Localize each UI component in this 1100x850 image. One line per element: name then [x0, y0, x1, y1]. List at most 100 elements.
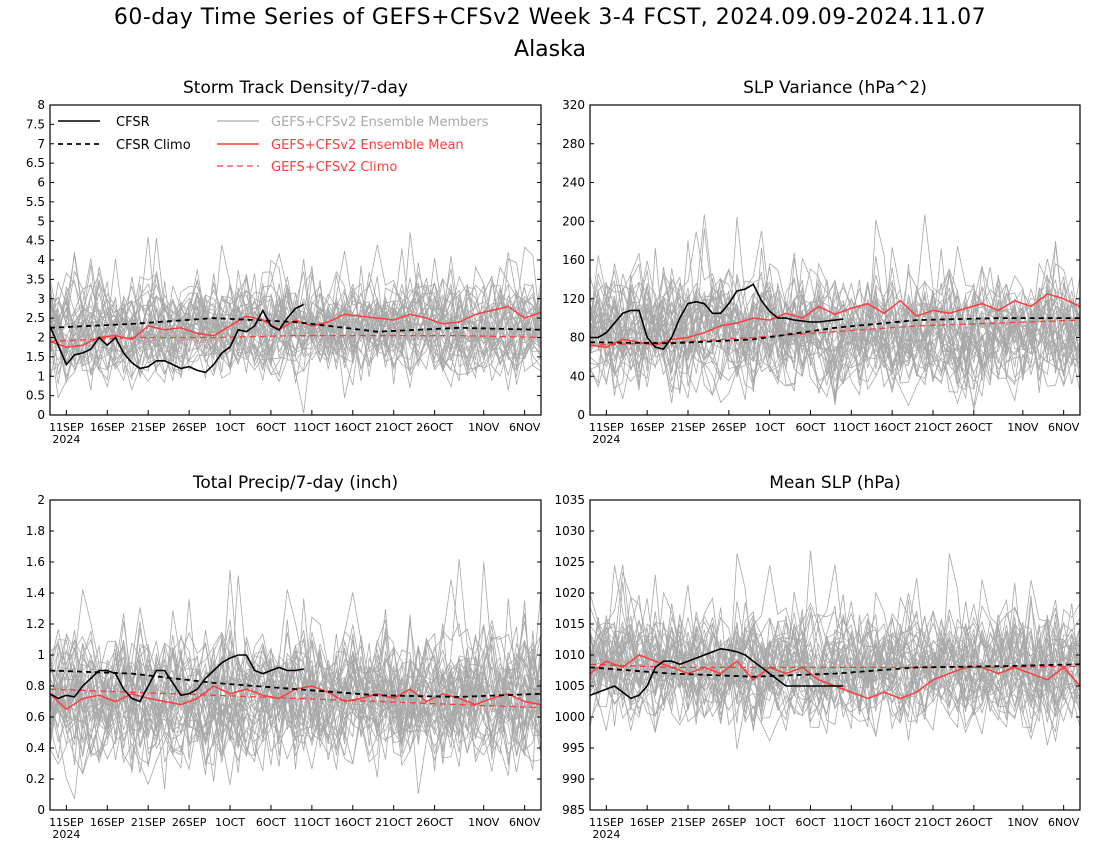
x-tick-label: 16SEP — [90, 421, 125, 434]
panel-title: Total Precip/7-day (inch) — [192, 473, 398, 493]
x-tick-label: 26OCT — [955, 421, 992, 434]
y-tick-label: 1005 — [554, 679, 585, 693]
x-tick-label: 21SEP — [131, 421, 166, 434]
x-tick-label: 21SEP — [671, 421, 706, 434]
x-tick-label: 16OCT — [874, 816, 911, 829]
x-tick-label: 1NOV — [1007, 421, 1039, 434]
ensemble-member-line — [50, 284, 541, 372]
y-tick-label: 0 — [37, 803, 45, 817]
x-year-label: 2024 — [52, 433, 80, 446]
ensemble-member-line — [590, 598, 1080, 743]
x-tick-label: 16OCT — [334, 421, 371, 434]
ensemble-member-line — [590, 273, 1080, 402]
chart-panel-1: Storm Track Density/7-day 0 0.5 1 1.5 2 2.5 3 3.… — [26, 78, 542, 446]
y-tick-label: 1.6 — [26, 555, 45, 569]
x-tick-label: 11OCT — [293, 816, 330, 829]
y-tick-label: 80 — [570, 331, 585, 345]
plot-frame — [589, 104, 1081, 416]
ensemble-member-line — [590, 553, 1080, 716]
ensemble-member-line — [590, 240, 1080, 387]
y-tick-label: 0.5 — [26, 389, 45, 403]
x-tick-label: 26OCT — [416, 421, 453, 434]
x-tick-label: 16OCT — [874, 421, 911, 434]
series-gefs-cfsv2-climo — [50, 334, 541, 343]
x-tick-label: 1OCT — [755, 421, 785, 434]
y-tick-label: 985 — [562, 803, 585, 817]
ensemble-member-line — [590, 262, 1080, 393]
series-cfsr — [50, 303, 305, 374]
y-tick-label: 1035 — [554, 493, 585, 507]
x-tick-label: 21OCT — [914, 421, 951, 434]
ensemble-member-line — [590, 262, 1080, 385]
y-tick-label: 7 — [37, 137, 45, 151]
y-tick-label: 1.2 — [26, 617, 45, 631]
x-tick-label: 1OCT — [215, 816, 245, 829]
ensemble-member-line — [590, 263, 1080, 388]
series-cfsr-climo — [590, 317, 1080, 345]
ensemble-member-line — [590, 231, 1080, 396]
series-cfsr — [590, 647, 844, 700]
y-tick-label: 0.8 — [26, 679, 45, 693]
x-tick-label: 11SEP — [589, 816, 624, 829]
x-tick-label: 26SEP — [172, 421, 207, 434]
x-tick-label: 21SEP — [131, 816, 166, 829]
series-cfsr-climo — [590, 663, 1080, 678]
y-tick-label: 5 — [37, 214, 45, 228]
chart-panel-3: Total Precip/7-day (inch)00.20.40.60.811… — [26, 473, 542, 841]
x-tick-label: 6NOV — [509, 816, 541, 829]
ensemble-member-line — [50, 589, 541, 765]
x-tick-label: 26SEP — [712, 816, 747, 829]
x-tick-label: 1OCT — [755, 816, 785, 829]
legend-label: CFSR — [116, 115, 150, 130]
figure-subtitle: Alaska — [514, 37, 586, 62]
chart-panel-2: SLP Variance (hPa^2) 0 40 80 120 160 200 240 280… — [562, 78, 1081, 446]
y-tick-label: 6.5 — [26, 156, 45, 170]
y-tick-label: 8 — [37, 98, 45, 112]
series-cfsr — [50, 654, 304, 703]
ensemble-member-line — [50, 620, 541, 785]
ensemble-member-line — [590, 595, 1080, 720]
series-cfsr-climo — [50, 317, 541, 333]
x-tick-label: 26SEP — [172, 816, 207, 829]
legend-label: GEFS+CFSv2 Climo — [271, 160, 397, 175]
ensemble-member-line — [590, 564, 1080, 729]
y-tick-label: 1.4 — [26, 586, 45, 600]
x-tick-label: 21OCT — [375, 816, 412, 829]
series-cfsr-climo — [50, 669, 541, 698]
ensemble-member-line — [50, 616, 541, 776]
ensemble-member-line — [590, 274, 1080, 390]
ensemble-member-line — [590, 247, 1080, 376]
panel-title: SLP Variance (hPa^2) — [743, 78, 927, 98]
y-tick-label: 0 — [577, 408, 585, 422]
legend-label: GEFS+CFSv2 Ensemble Members — [271, 115, 489, 130]
ensemble-member-line — [590, 611, 1080, 719]
x-tick-label: 6OCT — [795, 421, 825, 434]
ensemble-member-line — [50, 636, 541, 772]
x-tick-label: 11SEP — [589, 421, 624, 434]
y-tick-label: 2 — [37, 331, 45, 345]
x-year-label: 2024 — [592, 433, 620, 446]
ensemble-member-line — [50, 232, 541, 400]
y-tick-label: 0.4 — [26, 741, 45, 755]
y-tick-label: 1 — [37, 369, 45, 383]
ensemble-member-line — [590, 607, 1080, 734]
y-tick-label: 3.5 — [26, 272, 45, 286]
panel-title: Mean SLP (hPa) — [769, 473, 901, 493]
x-tick-label: 16SEP — [630, 421, 665, 434]
ensemble-member-line — [50, 630, 541, 775]
series-gefs-cfsv2-climo — [50, 688, 541, 709]
figure-title: 60-day Time Series of GEFS+CFSv2 Week 3-… — [113, 5, 987, 30]
ensemble-member-line — [50, 268, 541, 381]
ensemble-member-line — [50, 558, 541, 766]
y-tick-label: 1025 — [554, 555, 585, 569]
ensemble-member-line — [50, 600, 541, 769]
x-tick-label: 11OCT — [833, 816, 870, 829]
x-tick-label: 21OCT — [375, 421, 412, 434]
ensemble-member-line — [50, 643, 541, 762]
series-gefs-cfsv2-ensemble-mean — [590, 293, 1080, 348]
y-tick-label: 320 — [562, 98, 585, 112]
y-tick-label: 2.5 — [26, 311, 45, 325]
x-tick-label: 1NOV — [468, 816, 500, 829]
panel-title: Storm Track Density/7-day — [183, 78, 408, 98]
